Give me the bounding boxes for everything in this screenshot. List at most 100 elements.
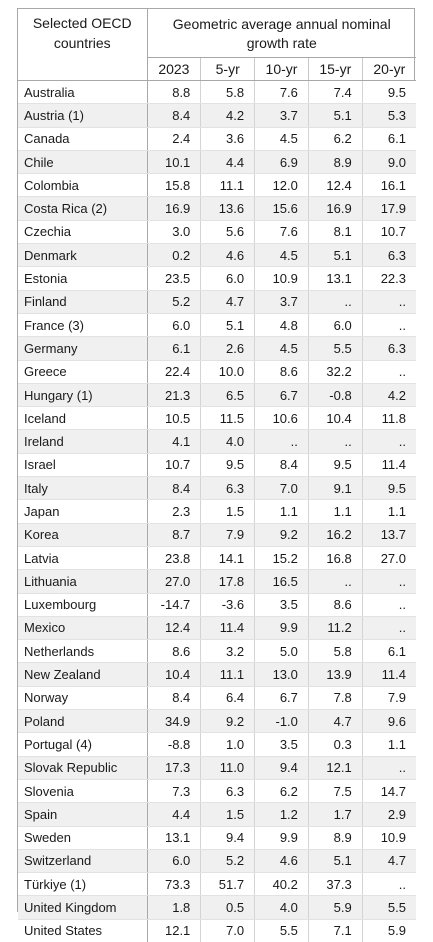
growth-value-cell: -14.7 — [147, 593, 201, 617]
growth-value-cell: 4.0 — [200, 429, 255, 454]
country-name-cell: Iceland — [18, 406, 148, 431]
growth-value-cell: 51.7 — [200, 872, 255, 897]
growth-value-cell: 5.6 — [200, 220, 255, 245]
growth-value-cell: 4.6 — [200, 243, 255, 268]
growth-value-cell: 12.0 — [254, 173, 309, 198]
growth-value-cell: 4.2 — [361, 383, 416, 408]
growth-value-cell: 1.1 — [361, 732, 416, 757]
growth-value-cell: -8.8 — [147, 732, 201, 757]
table-row: Denmark 0.2 4.6 4.5 5.1 6.3 — [18, 243, 416, 268]
growth-value-cell: 4.2 — [200, 103, 255, 128]
country-name-cell: Canada — [18, 127, 148, 151]
table-row: Canada 2.4 3.6 4.5 6.2 6.1 — [18, 127, 416, 151]
table-row: Norway 8.4 6.4 6.7 7.8 7.9 — [18, 686, 416, 711]
growth-value-cell: 13.6 — [200, 196, 255, 221]
growth-rate-table-container: Selected OECD countries Geometric averag… — [17, 8, 416, 942]
growth-value-cell: .. — [361, 313, 416, 338]
growth-value-cell: 11.8 — [361, 406, 416, 431]
table-row: Iceland 10.5 11.5 10.6 10.4 11.8 — [18, 406, 416, 431]
country-name-cell: Finland — [18, 290, 148, 314]
growth-value-cell: 32.2 — [307, 360, 363, 384]
growth-value-cell: 0.2 — [147, 243, 201, 268]
growth-value-cell: 6.1 — [361, 639, 416, 664]
growth-value-cell: 9.5 — [361, 80, 416, 105]
growth-value-cell: 1.5 — [200, 802, 255, 827]
table-row: Switzerland 6.0 5.2 4.6 5.1 4.7 — [18, 849, 416, 874]
growth-value-cell: 34.9 — [147, 709, 201, 734]
growth-value-cell: 6.3 — [200, 779, 255, 804]
growth-value-cell: 9.4 — [254, 756, 309, 780]
growth-value-cell: 17.9 — [361, 196, 416, 221]
year-header-15yr: 15-yr — [307, 57, 363, 81]
growth-value-cell: 9.5 — [307, 453, 363, 478]
growth-value-cell: 1.8 — [147, 895, 201, 920]
growth-value-cell: 12.4 — [147, 616, 201, 641]
table-row: Sweden 13.1 9.4 9.9 8.9 10.9 — [18, 826, 416, 850]
growth-value-cell: 7.6 — [254, 220, 309, 245]
country-name-cell: Greece — [18, 360, 148, 384]
country-name-cell: France (3) — [18, 313, 148, 338]
country-name-cell: United States — [18, 919, 148, 942]
growth-value-cell: 10.1 — [147, 150, 201, 175]
growth-value-cell: 27.0 — [361, 546, 416, 571]
table-row: Costa Rica (2) 16.9 13.6 15.6 16.9 17.9 — [18, 196, 416, 221]
country-name-cell: Türkiye (1) — [18, 872, 148, 897]
growth-value-cell: 10.9 — [361, 826, 416, 850]
growth-value-cell: 8.8 — [147, 80, 201, 105]
table-row: Finland 5.2 4.7 3.7.... — [18, 290, 416, 314]
table-row: Australia 8.8 5.8 7.6 7.4 9.5 — [18, 80, 416, 105]
growth-value-cell: 9.9 — [254, 616, 309, 641]
growth-value-cell: 5.2 — [200, 849, 255, 874]
country-name-cell: Korea — [18, 523, 148, 547]
growth-value-cell: 2.6 — [200, 336, 255, 361]
table-row: Slovak Republic 17.3 11.0 9.4 12.1.. — [18, 756, 416, 780]
country-name-cell: Australia — [18, 80, 148, 105]
growth-value-cell: 16.8 — [307, 546, 363, 571]
country-name-cell: Hungary (1) — [18, 383, 148, 408]
country-name-cell: Estonia — [18, 266, 148, 291]
table-row: France (3) 6.0 5.1 4.8 6.0.. — [18, 313, 416, 338]
growth-value-cell: .. — [361, 360, 416, 384]
growth-value-cell: .. — [307, 569, 363, 594]
growth-value-cell: 1.1 — [361, 499, 416, 524]
growth-value-cell: 7.8 — [307, 686, 363, 711]
country-name-cell: Sweden — [18, 826, 148, 850]
growth-value-cell: 11.1 — [200, 662, 255, 687]
growth-value-cell: 3.5 — [254, 732, 309, 757]
growth-value-cell: 6.0 — [147, 849, 201, 874]
growth-value-cell: 6.1 — [361, 127, 416, 151]
growth-value-cell: 10.7 — [147, 453, 201, 478]
growth-value-cell: .. — [307, 290, 363, 314]
growth-value-cell: 23.8 — [147, 546, 201, 571]
growth-value-cell: 16.1 — [361, 173, 416, 198]
growth-value-cell: 23.5 — [147, 266, 201, 291]
growth-value-cell: 5.1 — [307, 849, 363, 874]
growth-value-cell: 4.4 — [200, 150, 255, 175]
growth-value-cell: 8.4 — [147, 103, 201, 128]
table-row: Japan 2.3 1.5 1.1 1.1 1.1 — [18, 499, 416, 524]
country-name-cell: Luxembourg — [18, 593, 148, 617]
growth-value-cell: 8.4 — [147, 686, 201, 711]
country-name-cell: Slovak Republic — [18, 756, 148, 780]
growth-value-cell: 13.1 — [307, 266, 363, 291]
growth-value-cell: 13.0 — [254, 662, 309, 687]
country-name-cell: Colombia — [18, 173, 148, 198]
growth-value-cell: 3.5 — [254, 593, 309, 617]
growth-value-cell: 5.1 — [307, 103, 363, 128]
country-name-cell: Denmark — [18, 243, 148, 268]
growth-value-cell: 3.6 — [200, 127, 255, 151]
growth-value-cell: .. — [361, 290, 416, 314]
growth-value-cell: 1.1 — [307, 499, 363, 524]
growth-value-cell: 4.7 — [200, 290, 255, 314]
table-row: Lithuania 27.0 17.8 16.5.... — [18, 569, 416, 594]
country-name-cell: Costa Rica (2) — [18, 196, 148, 221]
table-row: Ireland 4.1 4.0...... — [18, 429, 416, 454]
growth-value-cell: .. — [307, 429, 363, 454]
growth-value-cell: 4.8 — [254, 313, 309, 338]
growth-value-cell: 7.5 — [307, 779, 363, 804]
growth-value-cell: 13.9 — [307, 662, 363, 687]
growth-value-cell: 6.2 — [254, 779, 309, 804]
growth-value-cell: 9.6 — [361, 709, 416, 734]
growth-value-cell: 0.3 — [307, 732, 363, 757]
growth-value-cell: 8.4 — [254, 453, 309, 478]
